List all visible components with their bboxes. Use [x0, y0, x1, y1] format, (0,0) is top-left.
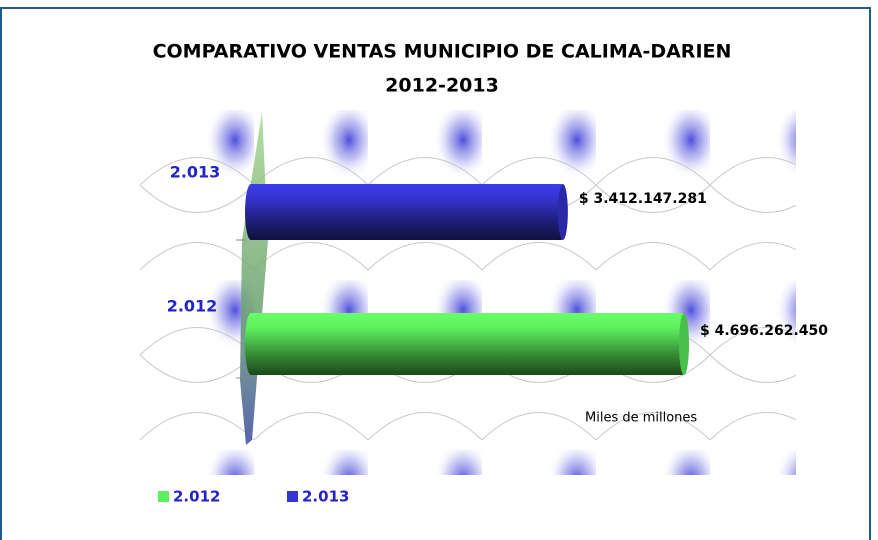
- legend-swatch: [158, 491, 169, 502]
- category-label: 2.013: [170, 163, 221, 182]
- frame: [0, 7, 871, 540]
- plot-background: [140, 110, 796, 475]
- bar: [245, 313, 688, 375]
- bar-cap: [557, 184, 568, 240]
- legend-label: 2.013: [302, 488, 349, 506]
- value-label: $ 3.412.147.281: [579, 191, 707, 207]
- chart-title: COMPARATIVO VENTAS MUNICIPIO DE CALIMA-D…: [153, 41, 732, 63]
- annotation: Miles de millones: [585, 411, 697, 426]
- value-label: $ 4.696.262.450: [700, 323, 828, 339]
- legend-swatch: [287, 491, 298, 502]
- bar-cap: [679, 313, 689, 375]
- bar: [245, 184, 567, 240]
- chart-title: 2012-2013: [385, 75, 499, 97]
- category-label: 2.012: [167, 297, 218, 316]
- legend-label: 2.012: [173, 488, 220, 506]
